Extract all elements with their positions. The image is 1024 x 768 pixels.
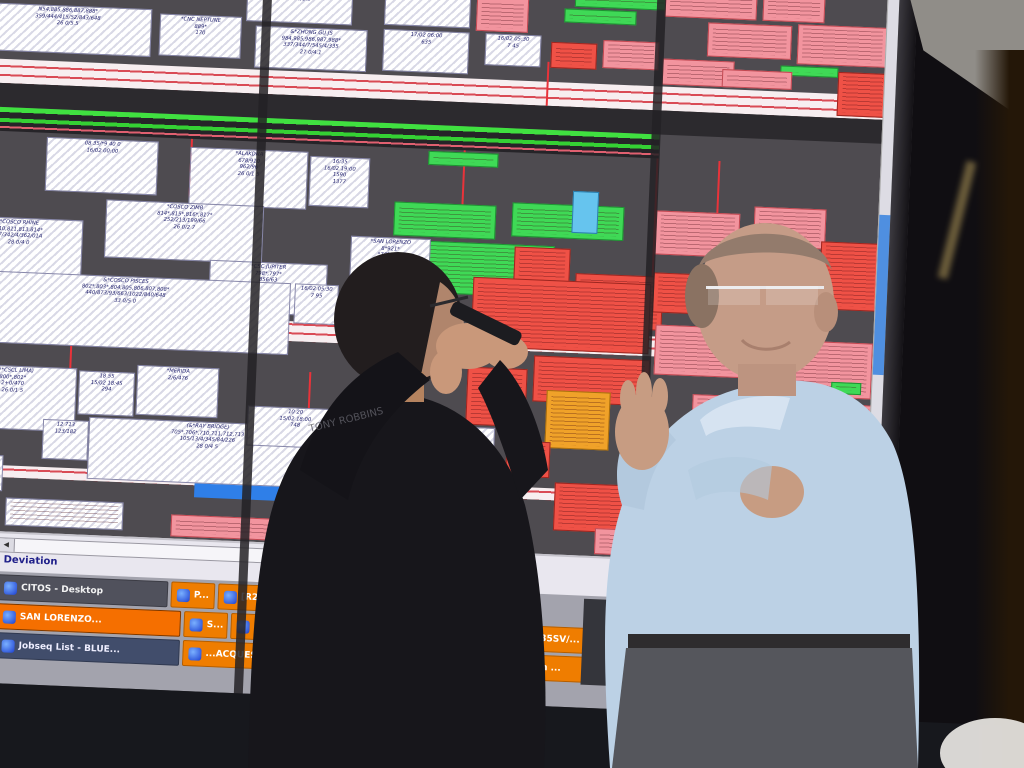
room-shadow [975,50,1024,768]
right-person [605,223,920,768]
phone [450,301,522,346]
left-person-silhouette: TONY ROBBINS [248,252,548,768]
